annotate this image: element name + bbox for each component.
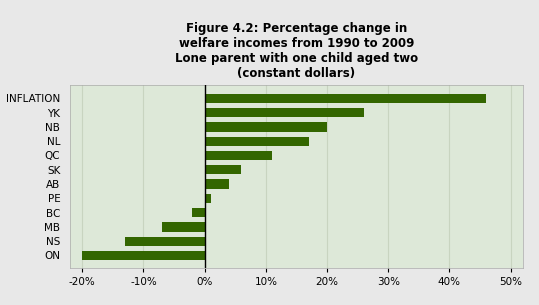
Title: Figure 4.2: Percentage change in
welfare incomes from 1990 to 2009
Lone parent w: Figure 4.2: Percentage change in welfare… (175, 22, 418, 80)
Bar (82, 251, 205, 260)
Bar (162, 222, 205, 231)
Bar (205, 108, 364, 117)
Bar (192, 208, 205, 217)
Bar (205, 194, 211, 203)
Bar (205, 137, 309, 146)
Bar (205, 165, 241, 174)
Bar (205, 179, 229, 189)
Bar (205, 151, 272, 160)
Bar (205, 94, 486, 103)
Bar (205, 122, 327, 131)
Bar (125, 236, 205, 246)
